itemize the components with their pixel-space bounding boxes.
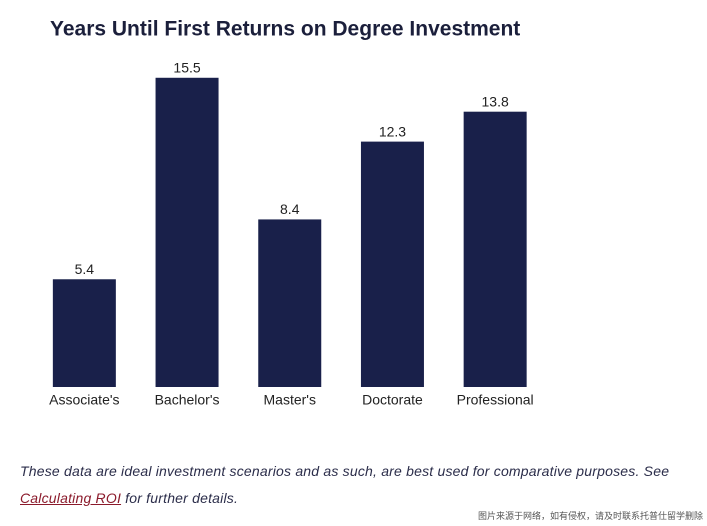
- chart-title: Years Until First Returns on Degree Inve…: [50, 18, 520, 41]
- value-label: 12.3: [379, 123, 406, 139]
- note-text: These data are ideal investment scenario…: [20, 463, 670, 479]
- bar: [155, 77, 219, 388]
- x-tick-label: Master's: [264, 392, 316, 408]
- value-label: 13.8: [482, 93, 509, 109]
- chart: Years Until First Returns on Degree Inve…: [49, 18, 534, 408]
- value-label: 5.4: [75, 261, 95, 277]
- note-text: for further details.: [125, 490, 239, 506]
- watermark: 图片来源于网络，如有侵权，请及时联系托普仕留学删除: [477, 512, 703, 522]
- link[interactable]: Calculating ROI: [20, 490, 122, 506]
- x-tick-label: Doctorate: [362, 392, 423, 408]
- x-tick-label: Associate's: [49, 392, 119, 408]
- bar: [463, 111, 527, 387]
- x-tick-label: Bachelor's: [155, 392, 220, 408]
- x-tick-label: Professional: [457, 392, 534, 408]
- bar: [52, 279, 116, 387]
- footnote: These data are ideal investment scenario…: [20, 458, 700, 512]
- bar: [360, 141, 424, 387]
- value-label: 15.5: [173, 59, 200, 75]
- bar: [258, 219, 322, 387]
- value-label: 8.4: [280, 201, 300, 217]
